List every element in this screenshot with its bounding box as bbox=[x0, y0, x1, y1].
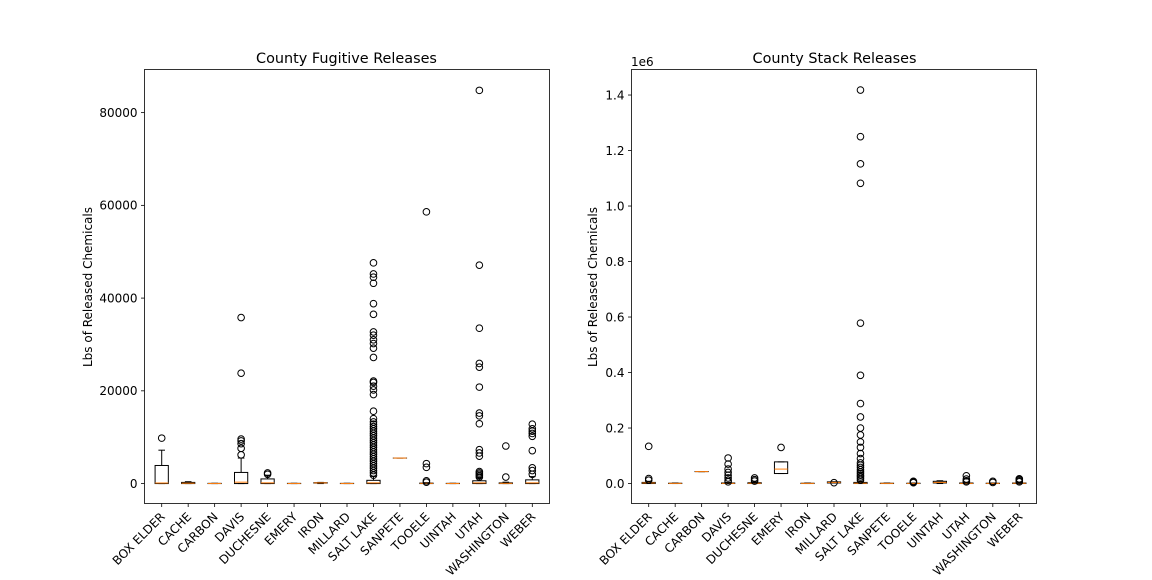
stack-y-tick-label: 1.4 bbox=[605, 88, 624, 102]
stack-scale-label: 1e6 bbox=[631, 55, 654, 69]
stack-y-tick-label: 0.8 bbox=[605, 255, 624, 269]
fugitive-y-tick-label: 0 bbox=[130, 477, 138, 491]
stack-y-tick-label: 0.2 bbox=[605, 421, 624, 435]
stack-box-group bbox=[880, 483, 893, 484]
stack-y-tick-label: 1.2 bbox=[605, 144, 624, 158]
stack-chart-title: County Stack Releases bbox=[753, 51, 917, 67]
stack-y-axis-label: Lbs of Released Chemicals bbox=[586, 207, 600, 367]
fugitive-box-group bbox=[314, 482, 327, 483]
fugitive-y-axis-label: Lbs of Released Chemicals bbox=[81, 207, 95, 367]
fugitive-box-group bbox=[182, 482, 195, 484]
fugitive-y-tick-label: 20000 bbox=[99, 384, 137, 398]
fugitive-y-tick-label: 80000 bbox=[99, 106, 137, 120]
stack-y-tick-label: 1.0 bbox=[605, 199, 624, 213]
fugitive-y-tick-label: 60000 bbox=[99, 199, 137, 213]
fugitive-y-tick-label: 40000 bbox=[99, 291, 137, 305]
stack-box-group bbox=[669, 483, 682, 484]
fugitive-chart-title: County Fugitive Releases bbox=[256, 51, 437, 67]
stack-y-tick-label: 0.4 bbox=[605, 366, 624, 380]
stack-y-tick-label: 0.0 bbox=[605, 477, 624, 491]
stack-box-group bbox=[801, 483, 814, 484]
stack-y-tick-label: 0.6 bbox=[605, 310, 624, 324]
stack-box-group bbox=[933, 481, 946, 484]
